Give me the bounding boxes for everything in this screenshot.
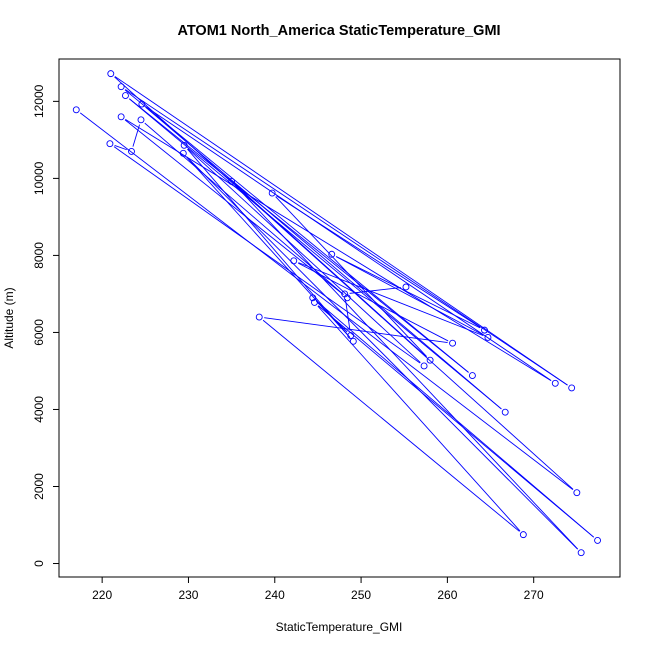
x-tick-label: 220 (92, 588, 112, 602)
data-point (519, 531, 527, 539)
data-point (501, 408, 509, 416)
series-line-segment (114, 76, 568, 386)
series-line-segment (276, 195, 481, 328)
series-line-segment (125, 89, 568, 386)
series-line-segment (275, 196, 428, 357)
data-point (128, 147, 135, 155)
x-axis-label: StaticTemperature_GMI (276, 620, 403, 634)
data-point (228, 178, 236, 185)
series-line-segment (336, 256, 481, 329)
data-point (311, 298, 318, 306)
series-line-segment (264, 317, 448, 344)
data-point (72, 106, 80, 114)
y-tick-label: 6000 (32, 319, 46, 346)
data-point (481, 326, 488, 334)
data-point (468, 372, 476, 380)
data-point (106, 140, 114, 148)
x-tick-label: 260 (437, 588, 457, 602)
x-axis: 220 230 240 250 260 270 (92, 576, 544, 602)
data-point (568, 384, 576, 392)
series-line-segment (335, 256, 484, 336)
series-line-segment (79, 112, 574, 490)
data-point (122, 92, 129, 100)
data-point (117, 113, 125, 121)
x-tick-label: 250 (351, 588, 371, 602)
series-line-segment (235, 184, 427, 358)
y-tick-label: 8000 (32, 242, 46, 269)
series-line-segment (129, 98, 502, 410)
data-point (137, 116, 145, 124)
series-lines (79, 76, 595, 550)
data-point (594, 536, 602, 544)
data-point (551, 379, 559, 387)
series-line-segment (186, 156, 578, 550)
data-point (309, 294, 317, 302)
data-point (290, 257, 298, 265)
series-line-segment (262, 319, 520, 532)
y-tick-label: 4000 (32, 396, 46, 423)
series-line-segment (114, 144, 127, 151)
data-point (179, 149, 187, 157)
y-tick-label: 12000 (32, 84, 46, 118)
data-point (138, 100, 146, 108)
data-point (268, 189, 276, 197)
data-point (341, 290, 349, 298)
series-line-segment (187, 148, 421, 363)
series-points (72, 70, 602, 557)
series-line-segment (298, 262, 484, 337)
x-tick-label: 240 (265, 588, 285, 602)
series-line-segment (315, 300, 348, 333)
y-tick-label: 0 (32, 560, 46, 567)
series-line-segment (344, 298, 351, 331)
series-line-segment (113, 146, 421, 364)
data-point (402, 283, 410, 291)
data-point (328, 250, 336, 258)
data-point (107, 70, 115, 78)
plot-frame (58, 58, 621, 578)
data-point (347, 332, 355, 339)
y-axis: 0 2000 4000 6000 8000 10000 12000 (32, 84, 60, 567)
series-line-segment (132, 124, 140, 147)
series-line-segment (124, 89, 469, 373)
data-point (573, 489, 581, 497)
series-line-segment (297, 262, 449, 342)
y-tick-label: 2000 (32, 473, 46, 500)
series-line-segment (349, 287, 402, 294)
data-point (349, 337, 357, 345)
data-point (577, 549, 585, 557)
data-point (426, 356, 434, 364)
x-tick-label: 270 (524, 588, 544, 602)
data-point (255, 313, 263, 321)
chart-title: ATOM1 North_America StaticTemperature_GM… (177, 23, 500, 39)
y-tick-label: 10000 (32, 161, 46, 195)
series-line-segment (144, 122, 344, 295)
series-line-segment (316, 300, 595, 538)
data-point (180, 141, 188, 149)
series-line-segment (125, 119, 552, 382)
data-point (117, 83, 125, 91)
data-point (484, 333, 492, 341)
series-line-segment (124, 119, 344, 296)
series-line-segment (145, 106, 502, 410)
series-line-segment (129, 98, 469, 373)
data-point (420, 362, 428, 370)
series-line-segment (234, 184, 579, 550)
data-point (449, 339, 457, 347)
y-axis-label: Altitude (m) (2, 287, 16, 348)
x-tick-label: 230 (178, 588, 198, 602)
